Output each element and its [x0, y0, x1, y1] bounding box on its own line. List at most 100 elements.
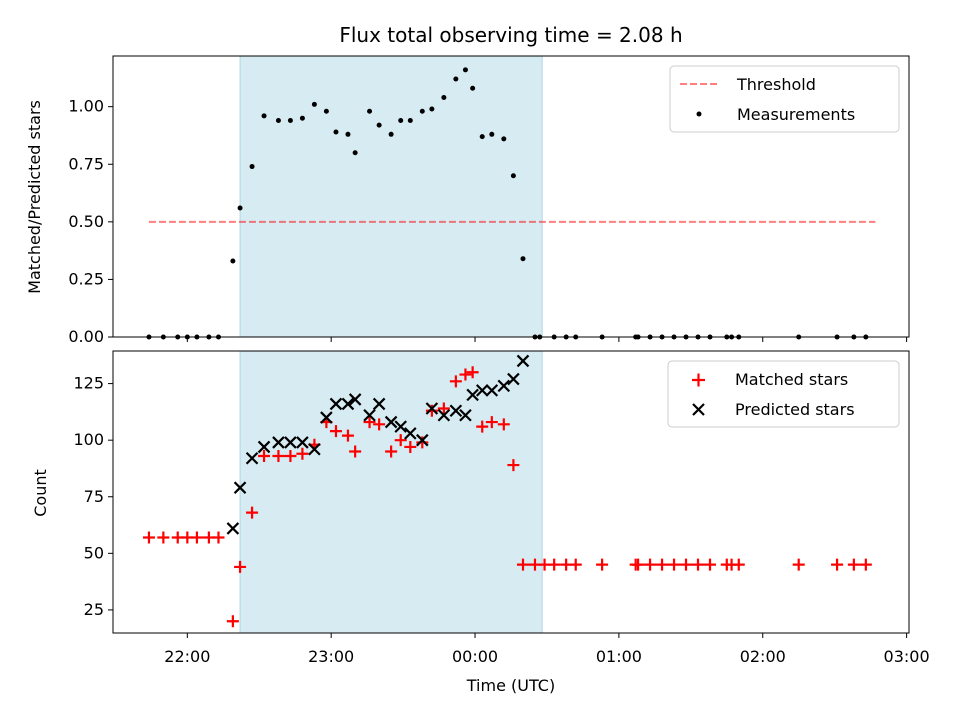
- measurement-point: [376, 122, 382, 128]
- predicted-star-point: [416, 433, 429, 447]
- predicted-star-point: [437, 408, 451, 422]
- matched-star-point: [792, 558, 805, 571]
- predicted-star-point: [425, 402, 439, 415]
- matched-star-point: [680, 558, 693, 571]
- legend-frame-top: [669, 65, 900, 133]
- matched-star-point: [363, 416, 376, 429]
- x-tick-label: 00:00: [452, 647, 498, 666]
- y-tick-label: 100: [73, 430, 104, 449]
- measurement-point: [275, 117, 281, 123]
- matched-star-point: [704, 558, 716, 571]
- measurement-point: [441, 94, 447, 100]
- measurement-point: [398, 117, 404, 123]
- predicted-star-point: [245, 452, 259, 465]
- matched-star-point: [569, 558, 582, 571]
- matched-star-point: [404, 440, 417, 453]
- matched-star-point: [349, 445, 362, 458]
- matched-star-point: [425, 404, 438, 417]
- measurement-point: [419, 108, 425, 114]
- matched-star-point: [284, 450, 297, 463]
- predicted-star-point: [475, 384, 489, 397]
- matched-star-point: [142, 531, 155, 544]
- axes-frame-top: [112, 55, 910, 338]
- legend-bottom: Matched stars Predicted stars: [667, 360, 900, 428]
- predicted-star-point: [404, 427, 417, 440]
- y-tick-label: 50: [84, 543, 104, 562]
- legend-swatch-matched: [692, 373, 705, 387]
- matched-star-point: [459, 368, 472, 381]
- axes-frame-bottom: [112, 350, 910, 634]
- matched-star-point: [212, 531, 225, 544]
- legend-top: Threshold Measurements: [669, 65, 900, 133]
- matched-star-point: [497, 418, 510, 431]
- measurement-point: [501, 136, 507, 142]
- measurement-point: [520, 256, 526, 262]
- predicted-star-point: [296, 436, 309, 449]
- legend-label-measurements: Measurements: [737, 105, 855, 124]
- measurement-point: [352, 150, 358, 156]
- measurement-point: [345, 131, 351, 137]
- y-tick-label: 75: [84, 487, 104, 506]
- x-axis-ticks-bottom: 22:00 23:00 00:00 01:00 02:00 03:00: [164, 633, 930, 666]
- plot-marks-bottom: [142, 354, 872, 628]
- x-axis-label: Time (UTC): [466, 676, 555, 695]
- matched-star-point: [246, 506, 259, 519]
- matched-star-point: [296, 447, 309, 460]
- predicted-star-point: [394, 420, 407, 433]
- measurement-point: [489, 131, 495, 137]
- measurement-point: [249, 164, 255, 170]
- predicted-star-point: [384, 415, 398, 429]
- predicted-star-point: [466, 388, 479, 402]
- matched-star-point: [644, 558, 657, 571]
- measurement-point: [287, 117, 293, 123]
- predicted-star-point: [497, 379, 511, 393]
- predicted-star-point: [449, 404, 463, 418]
- y-tick-label: 0.75: [68, 154, 104, 173]
- measurement-point: [323, 108, 329, 114]
- predicted-star-point: [485, 384, 499, 397]
- matched-star-point: [668, 558, 681, 571]
- y-tick-label: 125: [73, 374, 104, 393]
- matched-star-point: [190, 531, 203, 544]
- x-tick-label: 23:00: [308, 647, 354, 666]
- measurement-point: [388, 131, 394, 137]
- matched-star-point: [272, 450, 285, 463]
- matched-star-point: [416, 436, 429, 449]
- measurement-point: [462, 67, 468, 73]
- chart-title: Flux total observing time = 2.08 h: [339, 23, 682, 47]
- matched-star-point: [437, 402, 450, 415]
- predicted-star-point: [329, 397, 343, 411]
- matched-star-point: [394, 434, 407, 447]
- measurement-point: [333, 129, 339, 135]
- matched-star-point: [831, 558, 844, 571]
- y-axis-label-bottom: Count: [31, 469, 50, 517]
- legend-swatch-measurements: [696, 111, 702, 117]
- measurement-point: [429, 106, 435, 112]
- y-tick-label: 0.25: [68, 269, 104, 288]
- legend-label-matched: Matched stars: [735, 370, 848, 389]
- predicted-star-point: [372, 397, 386, 411]
- measurement-point: [299, 115, 305, 121]
- measurement-point: [230, 258, 236, 264]
- y-tick-label: 1.00: [68, 97, 104, 116]
- measurement-point: [510, 173, 516, 179]
- measurement-point: [470, 85, 476, 91]
- measurement-point: [311, 101, 317, 107]
- predicted-star-point: [459, 408, 472, 422]
- predicted-star-point: [363, 408, 376, 422]
- predicted-star-point: [233, 481, 247, 494]
- matched-star-point: [385, 445, 398, 458]
- matched-star-point: [507, 459, 520, 472]
- predicted-star-point: [348, 393, 362, 406]
- predicted-star-point: [272, 436, 285, 449]
- matched-star-point: [449, 375, 462, 388]
- y-tick-label: 0.50: [68, 212, 104, 231]
- measurement-point: [237, 205, 243, 211]
- matched-star-point: [632, 558, 645, 571]
- measurement-point: [453, 76, 459, 82]
- x-tick-label: 22:00: [164, 647, 210, 666]
- predicted-star-point: [507, 372, 520, 386]
- matched-star-point: [485, 416, 498, 429]
- predicted-star-point: [284, 436, 297, 449]
